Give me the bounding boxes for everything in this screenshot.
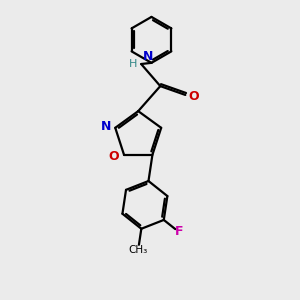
Text: N: N bbox=[142, 50, 153, 62]
Text: O: O bbox=[189, 90, 200, 103]
Text: H: H bbox=[129, 59, 137, 69]
Text: O: O bbox=[108, 150, 119, 163]
Text: N: N bbox=[100, 120, 111, 133]
Text: CH₃: CH₃ bbox=[128, 245, 148, 255]
Text: F: F bbox=[175, 225, 183, 239]
